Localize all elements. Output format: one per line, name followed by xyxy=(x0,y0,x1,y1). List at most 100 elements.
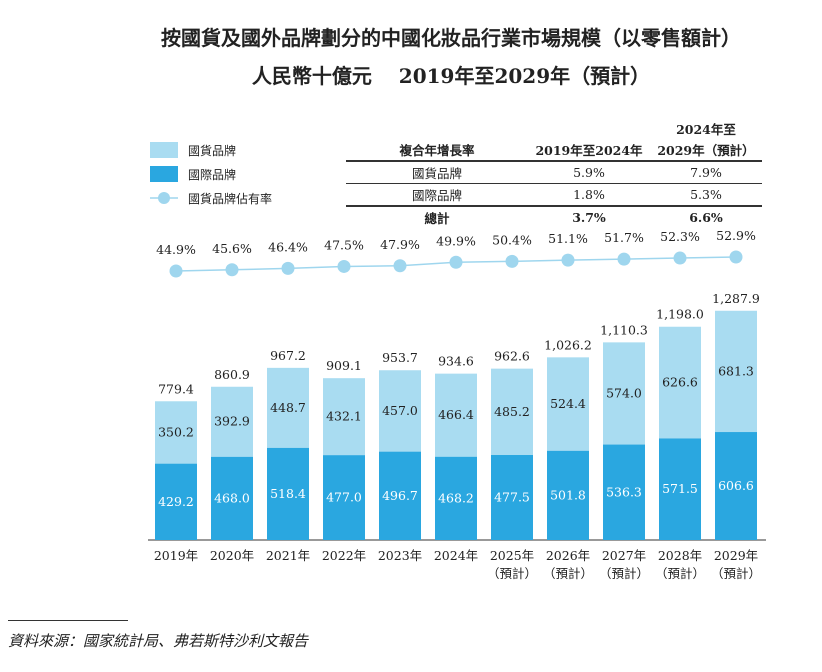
data-label-international: 496.7 xyxy=(382,488,418,503)
x-tick-label: 2027年 xyxy=(602,548,646,563)
data-label-international: 571.5 xyxy=(662,481,698,496)
data-label-international: 606.6 xyxy=(718,478,754,493)
legend-label: 國貨品牌 xyxy=(188,143,237,158)
cell: 7.9% xyxy=(650,161,762,184)
share-label: 52.9% xyxy=(716,228,756,243)
domestic-swatch xyxy=(150,142,178,158)
bar-domestic xyxy=(379,370,421,452)
share-label: 51.1% xyxy=(548,231,588,246)
cagr-table: 2024年至 複合年增長率 2019年至2024年 2029年（預計） 國貨品牌 5.… xyxy=(346,118,762,228)
share-point xyxy=(225,263,239,277)
x-tick-label: 2020年 xyxy=(210,548,254,563)
bar-domestic xyxy=(603,342,645,445)
bar-international xyxy=(547,450,589,540)
bar-domestic xyxy=(323,378,365,456)
col-header: 2029年（預計） xyxy=(650,139,762,162)
cell: 國貨品牌 xyxy=(346,161,528,184)
data-label-international: 477.5 xyxy=(494,490,530,505)
share-point xyxy=(449,255,463,269)
cell: 國際品牌 xyxy=(346,183,528,207)
data-label-international: 468.0 xyxy=(214,490,250,505)
share-label: 45.6% xyxy=(212,241,252,256)
x-tick-note: （預計） xyxy=(543,566,593,581)
bar-international xyxy=(211,456,253,540)
data-label-international: 429.2 xyxy=(158,494,194,509)
legend-label: 國際品牌 xyxy=(188,167,237,182)
bar-domestic xyxy=(155,401,197,464)
share-point xyxy=(729,250,743,264)
data-label-domestic: 432.1 xyxy=(326,409,362,424)
col-header: 2024年至 xyxy=(676,122,736,137)
share-label: 49.9% xyxy=(436,233,476,248)
x-tick-label: 2025年 xyxy=(490,548,534,563)
cell: 6.6% xyxy=(689,210,723,225)
cell: 1.8% xyxy=(528,183,650,207)
data-label-domestic: 681.3 xyxy=(718,363,754,378)
chart-subtitle: 人民幣十億元 2019年至2029年（預計） xyxy=(251,64,651,88)
cell: 總計 xyxy=(424,211,450,226)
share-label: 51.7% xyxy=(604,230,644,245)
bar-domestic xyxy=(715,310,757,433)
bar-international xyxy=(155,463,197,540)
bar-domestic xyxy=(435,373,477,457)
chart-svg: 429.2 350.2 779.4 2019年 468.0 392.9 860.9 2020年… xyxy=(148,228,766,581)
col-header: 複合年增長率 xyxy=(346,139,528,162)
share-label: 46.4% xyxy=(268,239,308,254)
bar-international xyxy=(267,447,309,540)
data-label-domestic: 574.0 xyxy=(606,385,642,400)
share-label: 50.4% xyxy=(492,232,532,247)
bar-international xyxy=(603,444,645,540)
legend: 國貨品牌 國際品牌 國貨品牌佔有率 xyxy=(150,138,272,210)
data-label-domestic: 466.4 xyxy=(438,407,474,422)
data-label-total: 953.7 xyxy=(382,350,418,365)
data-label-international: 536.3 xyxy=(606,484,642,499)
cell: 3.7% xyxy=(572,210,606,225)
data-label-total: 1,198.0 xyxy=(656,307,704,322)
data-label-total: 967.2 xyxy=(270,348,306,363)
bar-international xyxy=(435,456,477,540)
data-label-domestic: 626.6 xyxy=(662,375,698,390)
bar-domestic xyxy=(267,367,309,448)
data-label-total: 1,110.3 xyxy=(600,322,648,337)
share-point xyxy=(617,252,631,266)
international-swatch xyxy=(150,166,178,182)
line-marker-icon xyxy=(150,192,178,204)
data-label-total: 860.9 xyxy=(214,367,250,382)
share-point xyxy=(281,261,295,275)
data-label-total: 1,026.2 xyxy=(544,337,592,352)
data-label-domestic: 392.9 xyxy=(214,414,250,429)
table-row: 國際品牌 1.8% 5.3% xyxy=(346,183,762,207)
cell: 5.9% xyxy=(528,161,650,184)
x-tick-label: 2024年 xyxy=(434,548,478,563)
x-tick-label: 2029年 xyxy=(714,548,758,563)
data-label-international: 477.0 xyxy=(326,490,362,505)
share-label: 44.9% xyxy=(156,242,196,257)
data-label-domestic: 448.7 xyxy=(270,400,306,415)
x-tick-note: （預計） xyxy=(655,566,705,581)
x-tick-label: 2019年 xyxy=(154,548,198,563)
col-header: 2019年至2024年 xyxy=(528,139,650,162)
data-label-total: 1,287.9 xyxy=(712,291,760,306)
data-label-total: 779.4 xyxy=(158,381,194,396)
bar-domestic xyxy=(659,326,701,439)
share-point xyxy=(673,251,687,265)
share-label: 47.5% xyxy=(324,237,364,252)
data-label-total: 909.1 xyxy=(326,358,362,373)
share-point xyxy=(561,253,575,267)
bar-domestic xyxy=(491,368,533,456)
share-point xyxy=(393,259,407,273)
legend-label: 國貨品牌佔有率 xyxy=(188,191,273,206)
share-point xyxy=(337,259,351,273)
data-label-total: 962.6 xyxy=(494,349,530,364)
share-point xyxy=(505,254,519,268)
bar-domestic xyxy=(211,386,253,457)
cell: 5.3% xyxy=(650,183,762,207)
table-row: 總計 3.7% 6.6% xyxy=(346,206,762,228)
bar-international xyxy=(659,438,701,540)
bar-international xyxy=(491,455,533,540)
data-label-total: 934.6 xyxy=(438,354,474,369)
share-label: 47.9% xyxy=(380,237,420,252)
divider xyxy=(8,620,128,621)
data-label-international: 501.8 xyxy=(550,487,586,502)
share-label: 52.3% xyxy=(660,229,700,244)
